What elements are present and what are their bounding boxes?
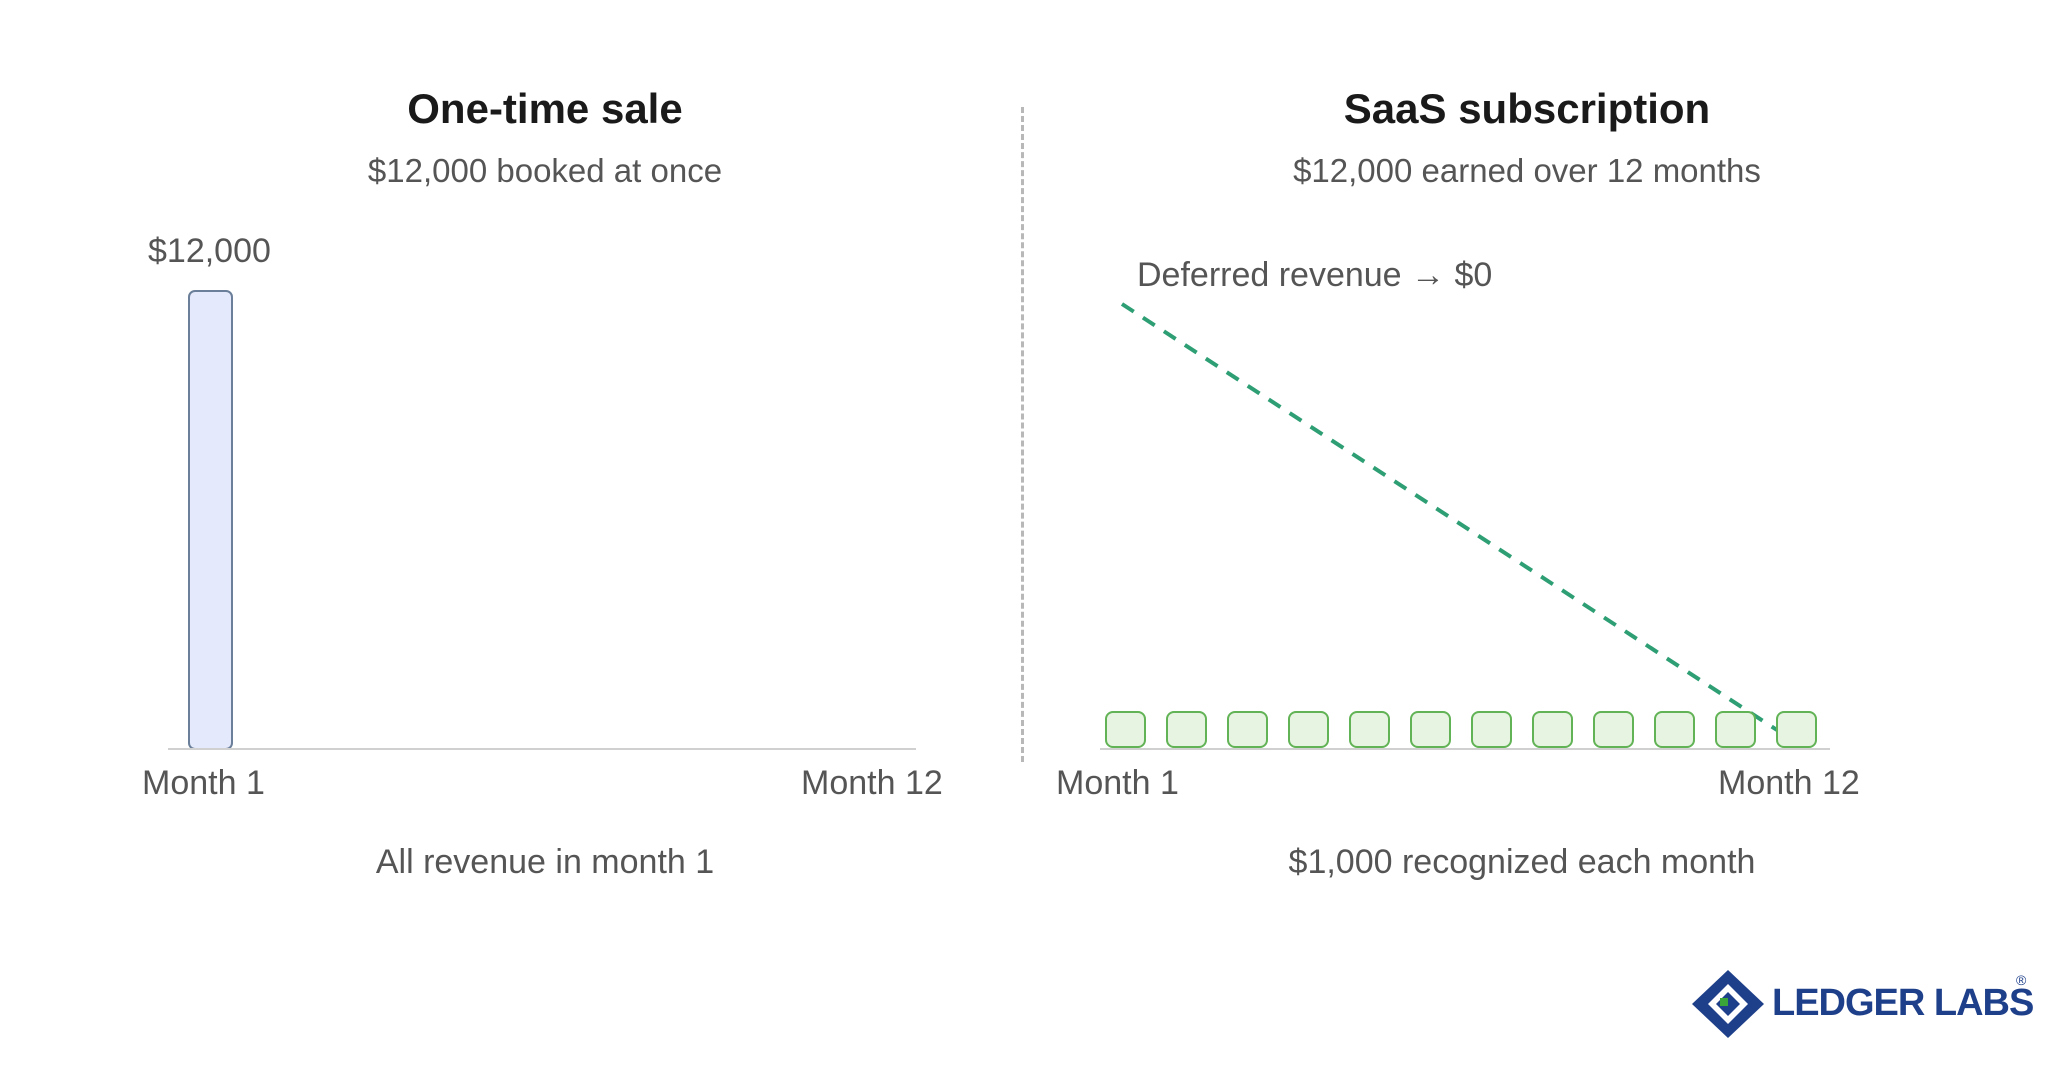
monthly-revenue-block: [1776, 711, 1817, 748]
panel-divider: [1021, 107, 1024, 762]
one-time-bar-label: $12,000: [148, 232, 271, 270]
left-tick-month-12: Month 12: [801, 764, 943, 802]
monthly-revenue-block: [1227, 711, 1268, 748]
monthly-recognized-blocks: [1105, 711, 1825, 751]
right-x-axis: [1100, 748, 1830, 750]
monthly-revenue-block: [1654, 711, 1695, 748]
left-x-axis: [168, 748, 916, 750]
monthly-revenue-block: [1410, 711, 1451, 748]
monthly-revenue-block: [1471, 711, 1512, 748]
monthly-revenue-block: [1105, 711, 1146, 748]
right-tick-month-12: Month 12: [1718, 764, 1860, 802]
left-panel-subtitle: $12,000 booked at once: [367, 152, 723, 189]
monthly-revenue-block: [1349, 711, 1390, 748]
left-tick-month-1: Month 1: [142, 764, 265, 802]
deferred-revenue-chart: [1120, 302, 1779, 732]
deferred-revenue-label: Deferred revenue → $0: [1137, 256, 1493, 294]
right-panel-title: SaaS subscription: [1343, 85, 1711, 132]
deferred-revenue-line: [1120, 302, 1779, 732]
monthly-revenue-block: [1288, 711, 1329, 748]
one-time-revenue-bar: [188, 290, 233, 750]
logo-registered-mark: ®: [2016, 972, 2027, 988]
logo-diamond-icon: [1692, 970, 1764, 1038]
monthly-revenue-block: [1593, 711, 1634, 748]
right-panel-caption: $1,000 recognized each month: [1288, 843, 1756, 881]
monthly-revenue-block: [1166, 711, 1207, 748]
right-panel-subtitle: $12,000 earned over 12 months: [1293, 152, 1761, 189]
monthly-revenue-block: [1715, 711, 1756, 748]
right-tick-month-1: Month 1: [1056, 764, 1179, 802]
logo-text: LEDGER LABS: [1772, 982, 2034, 1024]
left-panel-title: One-time sale: [407, 85, 683, 132]
monthly-revenue-block: [1532, 711, 1573, 748]
left-panel-caption: All revenue in month 1: [375, 843, 715, 881]
ledger-labs-logo: LEDGER LABS ®: [1690, 968, 2034, 1040]
